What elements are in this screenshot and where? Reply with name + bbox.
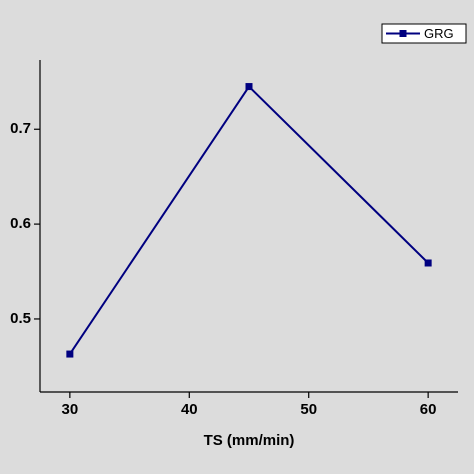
y-tick-label: 0.6 xyxy=(10,215,31,232)
x-tick-label: 50 xyxy=(300,401,317,418)
x-tick-label: 60 xyxy=(420,401,437,418)
y-tick-label: 0.7 xyxy=(10,120,31,137)
legend-label: GRG xyxy=(424,26,454,41)
y-tick-label: 0.5 xyxy=(10,310,31,327)
marker xyxy=(245,83,253,91)
x-axis-label: TS (mm/min) xyxy=(204,432,295,449)
x-tick-label: 40 xyxy=(181,401,198,418)
x-tick-label: 30 xyxy=(62,401,79,418)
legend-box xyxy=(381,23,467,44)
legend-marker xyxy=(399,30,407,37)
series-line xyxy=(69,85,429,355)
marker xyxy=(424,259,432,267)
marker xyxy=(66,350,74,358)
